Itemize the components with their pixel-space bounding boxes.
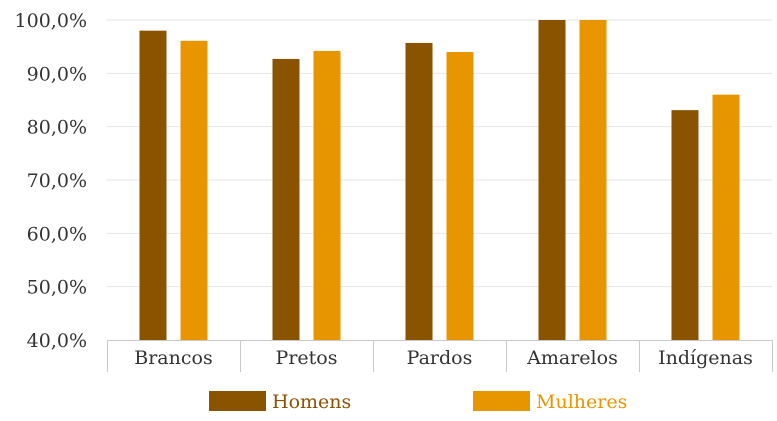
bar-mulheres-amarelos [579, 20, 607, 340]
bar-mulheres-indígenas [712, 94, 740, 341]
x-axis: Brancos Pretos Pardos Amarelos Indígenas [107, 340, 773, 372]
x-tick-label: Indígenas [658, 347, 753, 369]
y-tick-label: 100,0% [15, 10, 87, 32]
y-tick-label: 60,0% [27, 223, 87, 245]
bar-homens-brancos [139, 30, 167, 341]
x-tick-label: Pardos [407, 347, 473, 369]
x-tick-label: Brancos [134, 347, 212, 369]
legend-label-homens: Homens [272, 391, 351, 413]
bar-homens-amarelos [538, 20, 566, 340]
bars [139, 20, 740, 341]
bar-mulheres-pardos [446, 52, 474, 340]
x-tick-label: Pretos [276, 347, 338, 369]
y-tick-label: 50,0% [27, 277, 87, 299]
y-tick-label: 80,0% [27, 117, 87, 139]
legend-swatch-mulheres [473, 391, 530, 411]
legend: Homens Mulheres [209, 391, 627, 413]
y-tick-label: 40,0% [27, 330, 87, 352]
bar-homens-indígenas [671, 110, 699, 340]
gridlines [107, 19, 772, 288]
x-tick-label: Amarelos [526, 347, 618, 369]
bar-homens-pardos [405, 42, 433, 340]
y-tick-label: 70,0% [27, 170, 87, 192]
bar-homens-pretos [272, 58, 300, 340]
bar-mulheres-pretos [313, 50, 341, 340]
legend-label-mulheres: Mulheres [536, 391, 627, 413]
legend-swatch-homens [209, 391, 266, 411]
y-tick-label: 90,0% [27, 63, 87, 85]
y-axis: 40,0% 50,0% 60,0% 70,0% 80,0% 90,0% 100,0% [15, 10, 87, 352]
bar-mulheres-brancos [180, 40, 208, 341]
